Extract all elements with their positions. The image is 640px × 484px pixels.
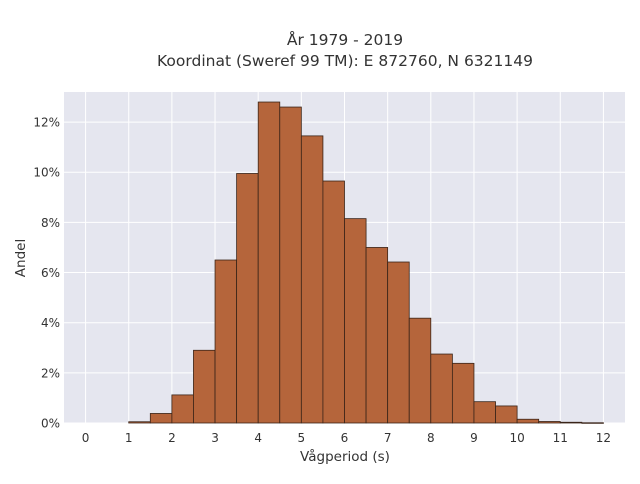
x-tick-label: 0 xyxy=(82,431,90,445)
x-tick-label: 9 xyxy=(470,431,478,445)
histogram-bar xyxy=(430,353,453,424)
y-tick-label: 12% xyxy=(33,116,60,130)
histogram-bar xyxy=(257,101,281,424)
y-tick-label: 6% xyxy=(41,266,60,280)
histogram-bar xyxy=(387,261,410,424)
y-axis-title: Andel xyxy=(13,239,29,277)
x-tick-label: 2 xyxy=(168,431,176,445)
histogram-bar xyxy=(193,349,216,424)
x-tick-label: 11 xyxy=(553,431,568,445)
histogram-bar xyxy=(128,421,151,424)
chart-title: År 1979 - 2019 xyxy=(287,30,403,49)
y-tick-label: 4% xyxy=(41,316,60,330)
histogram-bar xyxy=(365,247,389,424)
histogram-bar xyxy=(322,180,345,424)
histogram-bar xyxy=(408,317,432,424)
x-tick-label: 1 xyxy=(125,431,133,445)
histogram-bar xyxy=(344,218,367,424)
histogram-bar xyxy=(149,413,173,424)
histogram-bar xyxy=(214,259,238,424)
x-axis-ticks: 0 1 2 3 4 5 6 7 8 9 10 11 12 xyxy=(82,431,611,445)
histogram-bar xyxy=(581,422,604,424)
histogram-bar xyxy=(559,421,583,424)
histogram-bar xyxy=(279,106,302,424)
y-axis-ticks: 0% 2% 4% 6% 8% 10% 12% xyxy=(33,116,60,431)
x-tick-label: 6 xyxy=(341,431,349,445)
x-tick-label: 10 xyxy=(509,431,524,445)
y-tick-label: 10% xyxy=(33,166,60,180)
x-axis-title: Vågperiod (s) xyxy=(300,448,390,465)
histogram-bar xyxy=(300,135,324,424)
y-tick-label: 8% xyxy=(41,216,60,230)
histogram-bar xyxy=(495,405,518,424)
histogram-bars xyxy=(128,101,604,424)
x-tick-label: 4 xyxy=(254,431,262,445)
histogram-bar xyxy=(473,401,496,424)
y-tick-label: 2% xyxy=(41,366,60,380)
histogram-bar xyxy=(516,418,540,424)
x-tick-label: 12 xyxy=(596,431,611,445)
x-tick-label: 3 xyxy=(211,431,219,445)
histogram-bar xyxy=(171,394,194,424)
histogram-bar xyxy=(451,362,475,424)
chart-subtitle: Koordinat (Sweref 99 TM): E 872760, N 63… xyxy=(157,52,533,70)
x-tick-label: 5 xyxy=(298,431,306,445)
x-tick-label: 8 xyxy=(427,431,435,445)
histogram-bar xyxy=(236,173,259,424)
histogram-bar xyxy=(538,421,561,424)
y-tick-label: 0% xyxy=(41,417,60,431)
x-tick-label: 7 xyxy=(384,431,392,445)
